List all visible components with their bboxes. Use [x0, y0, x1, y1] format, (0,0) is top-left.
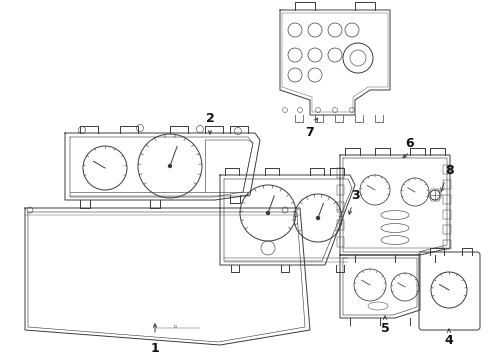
Bar — [337, 168, 344, 178]
Text: 2: 2 — [206, 112, 215, 125]
Circle shape — [267, 212, 270, 215]
Bar — [337, 237, 344, 247]
Text: D: D — [173, 325, 176, 329]
Bar — [443, 165, 451, 174]
Text: 4: 4 — [444, 333, 453, 346]
Text: 3: 3 — [351, 189, 359, 202]
Text: 8: 8 — [446, 163, 454, 176]
Text: 7: 7 — [306, 126, 315, 139]
Circle shape — [317, 216, 319, 220]
Bar — [443, 195, 451, 204]
Bar — [337, 185, 344, 195]
Text: 1: 1 — [150, 342, 159, 355]
Bar — [443, 240, 451, 249]
Bar — [443, 225, 451, 234]
Bar — [337, 202, 344, 212]
Text: 6: 6 — [406, 136, 415, 149]
Bar — [337, 220, 344, 230]
Bar — [443, 180, 451, 189]
Text: 5: 5 — [381, 321, 390, 334]
Circle shape — [169, 165, 171, 167]
Bar — [443, 210, 451, 219]
